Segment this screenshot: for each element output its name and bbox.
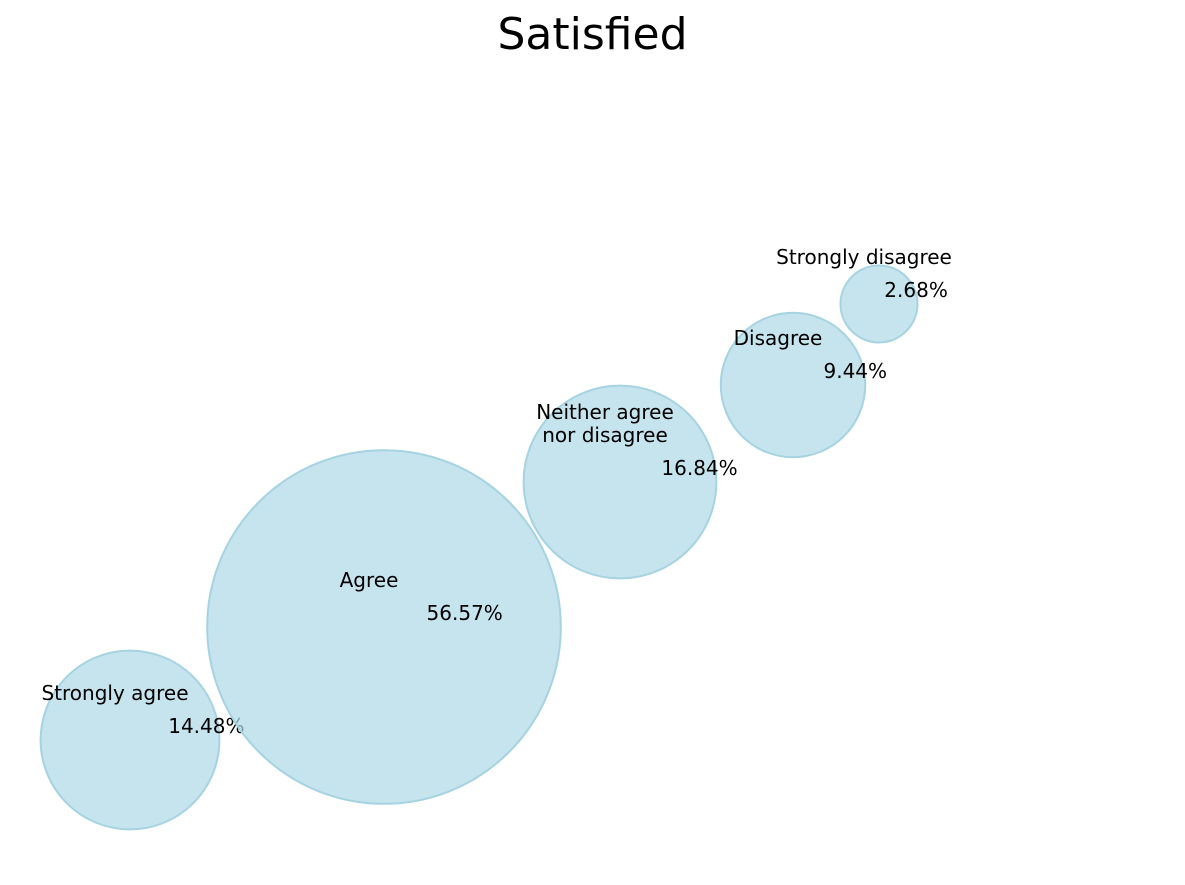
bubble-label-strongly-agree: Strongly agree xyxy=(41,681,188,705)
bubble-neither-agree-nor-disagree xyxy=(522,384,718,580)
bubble-label-disagree: Disagree xyxy=(734,326,823,350)
bubble-disagree xyxy=(719,311,867,459)
bubble-value-disagree: 9.44% xyxy=(823,359,887,383)
bubble-strongly-disagree xyxy=(839,264,919,344)
bubble-value-strongly-disagree: 2.68% xyxy=(884,278,948,302)
bubble-value-neither-agree-nor-disagree: 16.84% xyxy=(661,456,737,480)
bubble-label-agree: Agree xyxy=(340,568,399,592)
bubble-value-agree: 56.57% xyxy=(427,601,503,625)
bubble-label-neither-agree-nor-disagree: Neither agree nor disagree xyxy=(536,400,674,447)
bubble-label-strongly-disagree: Strongly disagree xyxy=(776,245,952,269)
chart-title: Satisfied xyxy=(497,9,688,60)
bubble-agree xyxy=(206,449,562,805)
bubble-strongly-agree xyxy=(39,649,221,831)
